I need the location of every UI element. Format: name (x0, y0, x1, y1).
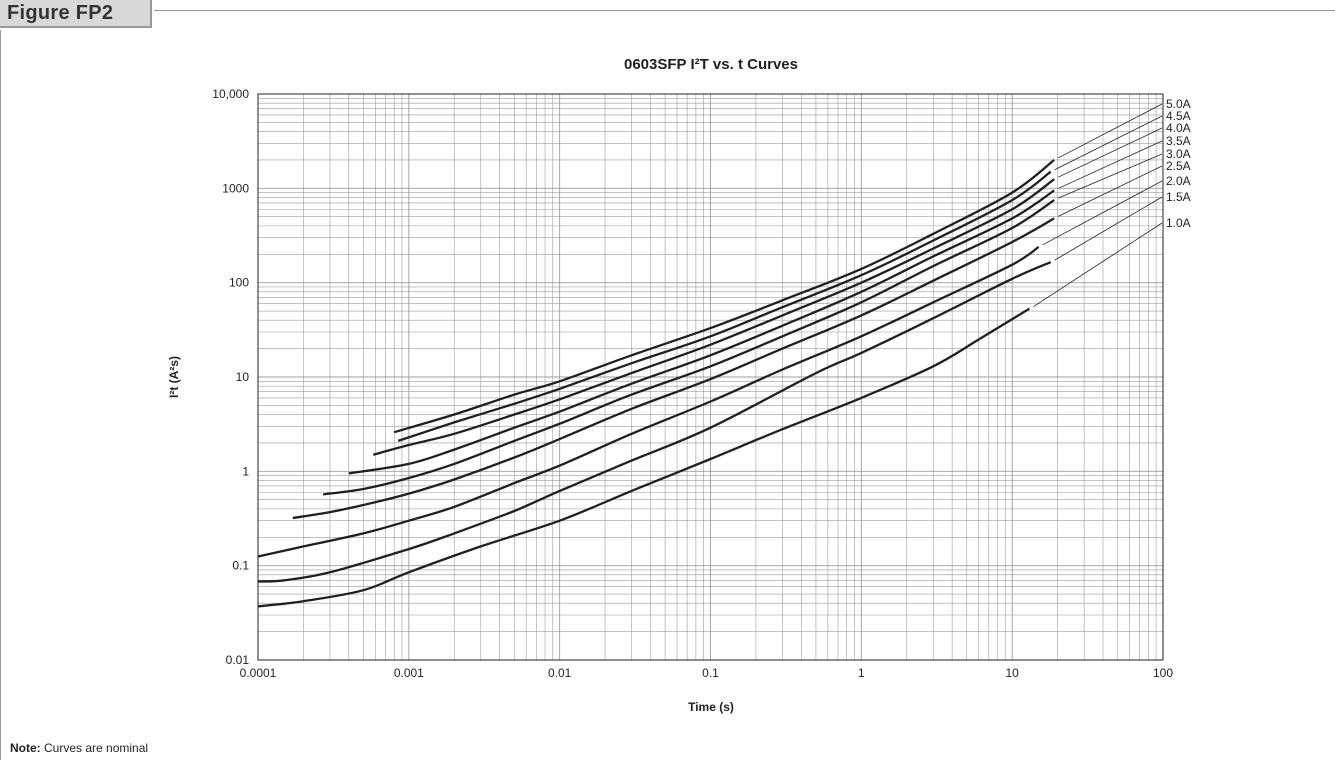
footnote: Note: Curves are nominal (10, 741, 148, 755)
series (257, 158, 1055, 608)
series-label: 5.0A (1166, 97, 1191, 111)
series-label: 2.5A (1166, 159, 1191, 173)
x-tick-label: 100 (1153, 666, 1173, 680)
plot-border (257, 93, 1164, 661)
x-tick-label: 0.001 (394, 666, 424, 680)
series-label: 1.5A (1166, 190, 1191, 204)
x-tick-label: 1 (858, 666, 865, 680)
series-label: 2.0A (1166, 174, 1191, 188)
label-leader (1054, 196, 1163, 261)
x-tick-label: 0.0001 (240, 666, 277, 680)
y-tick-label: 10,000 (212, 87, 249, 101)
figure-label: Figure FP2 (7, 2, 114, 24)
label-leader (1058, 103, 1163, 159)
series-line (397, 170, 1052, 442)
figure-frame-top (154, 10, 1335, 11)
chart-title: 0603SFP I²T vs. t Curves (624, 56, 798, 73)
y-tick-label: 0.1 (232, 559, 249, 573)
y-tick-label: 0.01 (226, 653, 250, 667)
label-leader (1054, 115, 1163, 171)
label-leader (1042, 180, 1163, 246)
series-line (257, 261, 1052, 583)
series-label: 4.0A (1166, 121, 1191, 135)
y-tick-label: 100 (229, 276, 249, 290)
tick-labels: 0.0001 0.001 0.01 0.1 1 10 100 0.01 0.1 1 10 100 100… (212, 87, 1173, 680)
y-tick-label: 1000 (222, 181, 249, 195)
y-tick-label: 1 (242, 464, 249, 478)
x-tick-label: 10 (1005, 666, 1019, 680)
grid (257, 94, 1163, 661)
x-axis-label: Time (s) (688, 700, 734, 714)
y-axis-label: I²t (A²s) (167, 356, 181, 398)
series-label: 4.5A (1166, 109, 1191, 123)
series-line (393, 158, 1055, 434)
series-line (348, 189, 1055, 475)
figure-frame-left (0, 30, 1, 760)
x-tick-label: 0.1 (702, 666, 719, 680)
series-line (322, 199, 1055, 496)
label-leaders (1033, 103, 1163, 308)
note-text: Curves are nominal (40, 741, 149, 755)
label-leader (1033, 222, 1163, 308)
series-line (292, 217, 1055, 520)
note-label: Note: (10, 741, 41, 755)
series-line (372, 178, 1055, 456)
label-leader (1058, 153, 1163, 199)
series-label: 1.0A (1166, 216, 1191, 230)
series-labels: 5.0A4.5A4.0A3.5A3.0A2.5A2.0A 1.5A 1.0A (1166, 97, 1191, 230)
series-label: 3.0A (1166, 147, 1191, 161)
series-line (257, 307, 1030, 608)
series-label: 3.5A (1166, 134, 1191, 148)
x-tick-label: 0.01 (548, 666, 572, 680)
label-leader (1058, 165, 1163, 217)
label-leader (1058, 140, 1163, 189)
label-leader (1058, 127, 1163, 178)
y-tick-label: 10 (236, 370, 250, 384)
figure-tab: Figure FP2 (0, 0, 152, 28)
series-line (257, 245, 1040, 558)
